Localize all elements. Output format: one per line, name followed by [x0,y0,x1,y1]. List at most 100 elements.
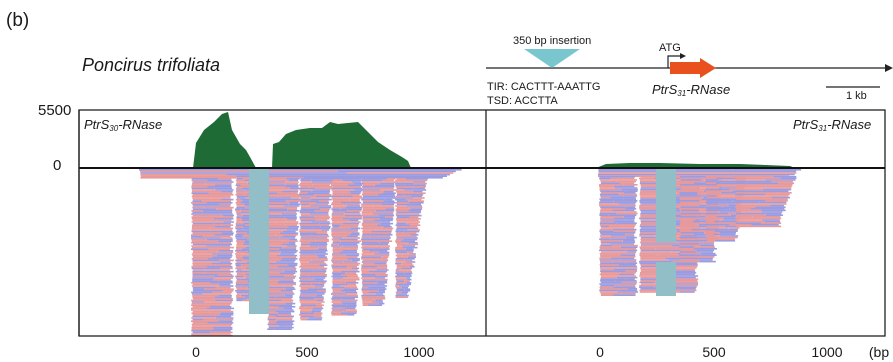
read-segment [657,254,699,256]
read-segment [599,193,619,196]
read-segment [307,192,330,194]
read-segment [236,274,247,276]
read-segment [191,323,218,326]
read-segment [657,216,698,218]
read-segment [213,218,234,220]
read-segment [282,240,298,242]
read-segment [332,250,343,252]
read-segment [268,195,279,198]
read-segment [191,195,203,198]
read-segment [299,317,309,319]
read-segment [277,282,296,284]
read-segment [395,246,404,249]
read-segment [192,280,219,282]
read-segment [713,233,736,236]
read-segment [300,232,317,234]
read-segment [736,204,771,207]
read-segment [192,294,219,297]
read-segment [395,248,406,250]
read-segment [764,220,781,223]
read-segment [343,277,360,279]
read-segment [378,235,391,238]
read-segment [243,222,253,225]
scale-bar-label: 1 kb [846,90,867,102]
read-segment [374,248,390,250]
read-segment [348,186,361,188]
read-segment [656,235,697,237]
read-segment [675,267,697,269]
read-segment [756,203,787,205]
read-segment [345,280,357,282]
read-segment [362,208,386,210]
read-segment [625,270,638,272]
read-segment [332,290,341,292]
read-segment [342,245,358,247]
read-segment [404,290,411,292]
read-segment [640,270,661,272]
panel-title-left-sub: 30 [109,124,119,133]
read-segment [362,221,382,223]
read-segment [623,192,636,194]
read-segment [332,277,343,279]
read-segment [345,178,362,180]
read-segment [619,272,636,274]
read-segment [243,283,252,286]
read-segment [362,232,374,234]
read-segment [314,210,330,212]
read-segment [395,296,402,298]
read-segment [268,294,285,297]
read-segment [700,252,716,255]
read-segment [639,284,666,287]
read-segment [715,230,738,232]
read-segment [378,302,385,305]
read-segment [243,275,252,278]
read-segment [191,326,213,329]
read-segment [236,213,242,215]
read-segment [267,234,276,236]
read-segment [639,217,665,220]
read-segment [719,187,745,189]
read-segment [395,277,407,279]
read-segment [236,269,242,271]
read-segment [192,243,206,246]
read-segment [346,210,362,212]
read-segment [299,277,313,279]
read-segment [342,302,357,305]
read-segment [191,237,221,239]
read-segment [332,237,343,239]
read-segment [600,180,618,183]
read-segment [340,240,362,242]
read-segment [639,273,658,276]
read-segment [705,192,721,194]
read-segment [735,222,762,224]
read-segment [300,243,319,246]
read-segment [210,306,232,308]
tir-label: TIR: CACTTT-AAATTG [487,81,601,93]
read-segment [244,206,252,209]
read-segment [319,230,328,233]
read-segment [397,192,418,194]
read-segment [362,286,369,289]
read-segment [679,200,700,202]
read-segment [395,181,413,183]
read-segment [614,217,635,220]
read-segment [720,235,739,237]
read-segment [267,299,282,302]
read-segment [317,301,325,303]
read-segment [716,184,745,186]
read-segment [618,203,636,205]
read-segment [216,208,233,210]
read-segment [202,333,231,335]
read-segment [308,275,327,278]
read-segment [276,222,299,225]
read-segment [202,200,232,202]
read-segment [361,272,372,274]
read-segment [382,192,396,194]
read-segment [346,293,358,295]
read-segment [380,189,397,191]
read-segment [736,198,751,200]
read-segment [621,292,636,295]
read-segment [267,317,278,319]
read-segment [204,246,234,249]
read-segment [362,187,382,190]
